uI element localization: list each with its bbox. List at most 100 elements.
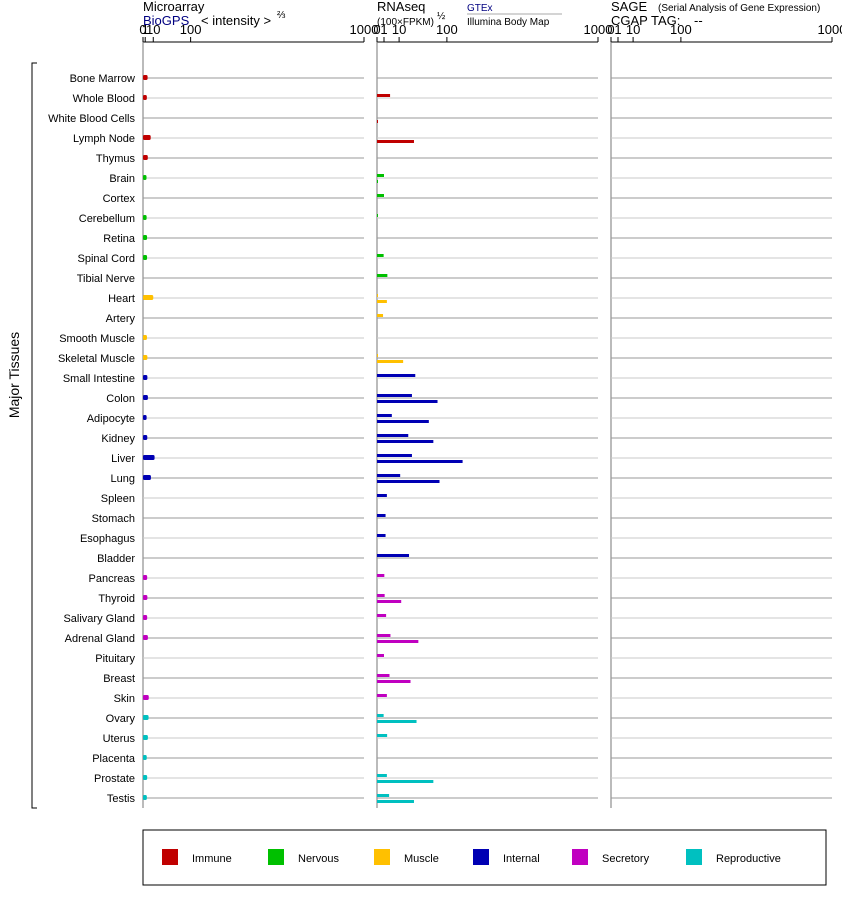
rnaseq-tick-label: 1000: [584, 22, 613, 37]
sage-tick-label: 10: [626, 22, 640, 37]
rnaseq-tick-label: 1: [380, 22, 387, 37]
legend-swatch: [162, 849, 178, 865]
gtex-bar: [377, 774, 387, 777]
cgap-tag-label: CGAP TAG:: [611, 13, 680, 28]
legend-item-secretory: Secretory: [572, 849, 650, 865]
sage-tick-label: 0: [607, 22, 614, 37]
tissue-label: Cortex: [103, 193, 136, 205]
legend-label: Nervous: [298, 853, 339, 865]
microarray-bar: [143, 395, 148, 400]
microarray-bar: [143, 775, 148, 780]
biogps-link[interactable]: BioGPS: [143, 13, 190, 28]
tissue-label: Small Intestine: [63, 373, 135, 385]
microarray-bar: [143, 475, 151, 480]
gtex-bar: [377, 694, 387, 697]
sage-tick-label: 100: [670, 22, 692, 37]
tissue-label: Breast: [103, 673, 135, 685]
gtex-bar: [377, 314, 384, 317]
tissue-label: Pituitary: [95, 653, 135, 665]
tissue-labels: Bone Marrow Whole Blood White Blood Cells L…: [48, 73, 136, 805]
illumina-bar: [377, 180, 378, 183]
legend-swatch: [268, 849, 284, 865]
microarray-bar: [143, 175, 147, 180]
gtex-bar: [377, 574, 385, 577]
legend: Immune Nervous Muscle Internal Secretory Repr…: [162, 849, 781, 865]
gtex-bar: [377, 294, 378, 297]
microarray-bar: [143, 575, 148, 580]
legend-label: Muscle: [404, 853, 439, 865]
legend-label: Secretory: [602, 853, 650, 865]
tissue-label: Heart: [108, 293, 135, 305]
illumina-bar: [377, 600, 402, 603]
tissue-label: Pancreas: [89, 573, 136, 585]
microarray-bar: [143, 255, 148, 260]
tissue-label: Salivary Gland: [63, 613, 135, 625]
illumina-bar: [377, 720, 417, 723]
tissue-label: Ovary: [106, 713, 136, 725]
cgap-tag-value: --: [694, 13, 703, 28]
microarray-bar: [143, 695, 149, 700]
sage-tick-label: 1000: [818, 22, 842, 37]
tissue-label: Adipocyte: [87, 413, 135, 425]
microarray-tick-label: 10: [146, 22, 160, 37]
tissue-label: Liver: [111, 453, 135, 465]
microarray-bar: [143, 135, 151, 140]
tissue-label: Bone Marrow: [70, 73, 135, 85]
illumina-bar: [377, 640, 419, 643]
microarray-bar: [143, 735, 148, 740]
microarray-bar: [143, 455, 155, 460]
illumina-bar: [377, 400, 438, 403]
illumina-bar: [377, 440, 434, 443]
gtex-bar: [377, 794, 390, 797]
microarray-bar: [143, 335, 147, 340]
tissue-label: Uterus: [103, 733, 136, 745]
microarray-tick-label: 0: [139, 22, 146, 37]
gtex-bar: [377, 394, 412, 397]
gtex-bar: [377, 634, 391, 637]
gtex-bar: [377, 354, 378, 357]
rnaseq-header: RNAseq (100×FPKM) ½ GTEx Illumina Body M…: [377, 0, 562, 28]
microarray-bar: [143, 715, 149, 720]
gtex-bar: [377, 614, 387, 617]
tissue-label: Spinal Cord: [78, 253, 135, 265]
tissue-label: Testis: [107, 793, 136, 805]
microarray-title: Microarray: [143, 0, 205, 14]
rnaseq-unit-exponent: ½: [437, 11, 446, 22]
tissue-label: Lymph Node: [73, 133, 135, 145]
sage-header: SAGE (Serial Analysis of Gene Expression…: [611, 0, 820, 28]
tissue-label: White Blood Cells: [48, 113, 135, 125]
expression-bars: [143, 75, 463, 803]
gtex-bar: [377, 554, 410, 557]
tissue-label: Smooth Muscle: [59, 333, 135, 345]
microarray-tick-label: 1: [142, 22, 149, 37]
tissue-label: Kidney: [101, 433, 135, 445]
rnaseq-tick-label: 100: [436, 22, 458, 37]
rnaseq-title: RNAseq: [377, 0, 425, 14]
major-tissues-label: Major Tissues: [6, 332, 22, 418]
illumina-bar: [377, 480, 440, 483]
gtex-bar: [377, 214, 378, 217]
tissue-label: Brain: [109, 173, 135, 185]
tissue-label: Stomach: [92, 513, 135, 525]
panel-axes: 011010010000110100100001101001000: [139, 22, 842, 808]
gtex-bar: [377, 374, 416, 377]
microarray-bar: [143, 95, 147, 100]
sage-tick-label: 1: [614, 22, 621, 37]
microarray-bar: [143, 75, 148, 80]
gtex-bar: [377, 254, 384, 257]
gtex-bar: [377, 474, 401, 477]
tissue-label: Colon: [106, 393, 135, 405]
microarray-bar: [143, 595, 148, 600]
rnaseq-tick-label: 0: [373, 22, 380, 37]
tissue-label: Skeletal Muscle: [58, 353, 135, 365]
illumina-bar: [377, 300, 387, 303]
gtex-bar: [377, 174, 384, 177]
rnaseq-unit: (100×FPKM): [377, 17, 434, 28]
legend-item-immune: Immune: [162, 849, 232, 865]
illumina-bar: [377, 780, 434, 783]
gtex-bar: [377, 194, 384, 197]
tissue-label: Placenta: [92, 753, 136, 765]
microarray-bar: [143, 615, 148, 620]
gtex-link[interactable]: GTEx: [467, 3, 493, 14]
